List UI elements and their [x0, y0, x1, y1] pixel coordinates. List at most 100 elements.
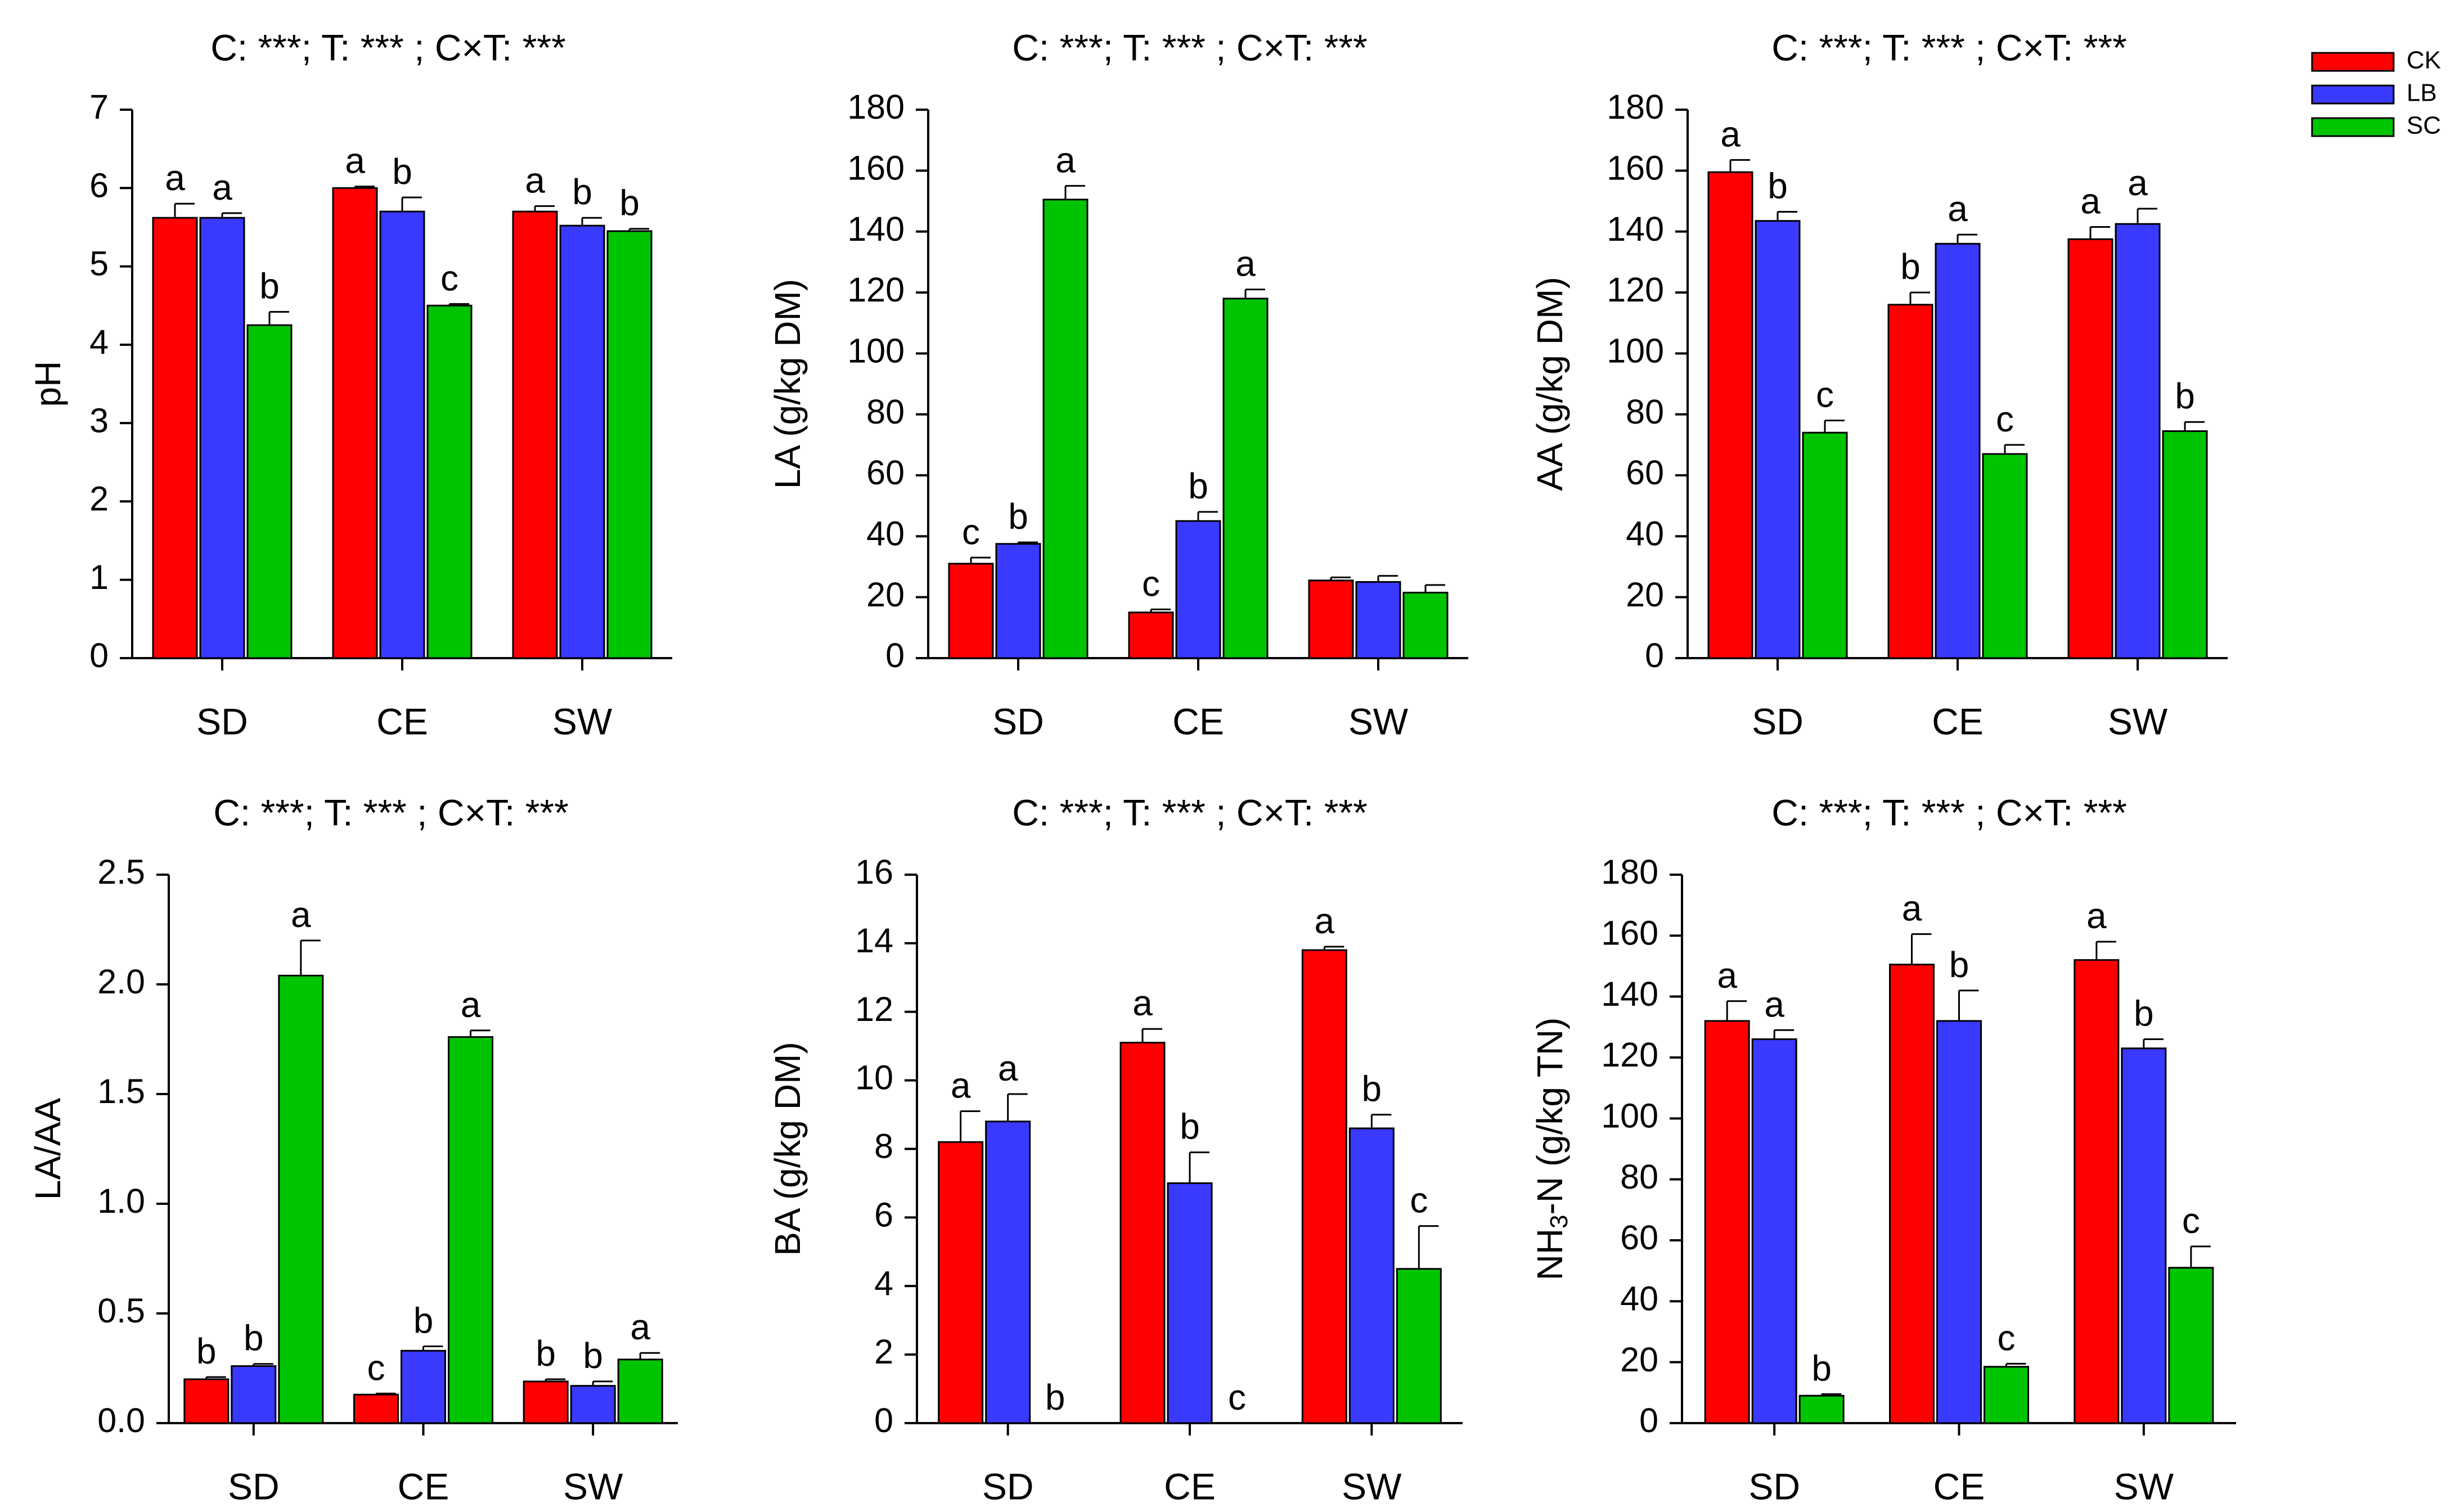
- y-tick-label: 160: [1607, 148, 1664, 187]
- y-tick-label: 2.0: [97, 962, 145, 1001]
- significance-label: a: [2128, 163, 2148, 203]
- y-tick-label: 1.0: [97, 1182, 145, 1220]
- significance-label: b: [1045, 1377, 1065, 1418]
- y-tick-label: 120: [847, 271, 905, 309]
- significance-label: b: [1362, 1069, 1382, 1109]
- bar-lb-sw: [2115, 223, 2161, 659]
- y-tick-label: 40: [866, 514, 905, 552]
- significance-label: a: [2080, 181, 2101, 222]
- y-tick-label: 8: [874, 1127, 893, 1166]
- y-tick-label: 20: [866, 575, 905, 614]
- x-tick-label-sw: SW: [552, 700, 613, 742]
- significance-label: a: [1132, 983, 1153, 1023]
- significance-label: b: [196, 1331, 217, 1371]
- bar-ck-sd: [152, 217, 198, 659]
- significance-label: a: [165, 158, 185, 198]
- y-tick-label: 10: [855, 1059, 893, 1097]
- bar-lb-ce: [401, 1349, 446, 1424]
- bar-lb-ce: [1167, 1182, 1213, 1424]
- y-tick-label: 0: [885, 636, 905, 674]
- y-tick-label: 6: [89, 166, 109, 204]
- significance-label: b: [1949, 944, 1969, 985]
- bar-lb-ce: [1175, 520, 1221, 659]
- y-tick-label: 160: [1601, 914, 1658, 952]
- chart-title: C: ***; T: *** ; C×T: ***: [213, 791, 569, 833]
- y-axis-label-main: NH: [1530, 1228, 1570, 1280]
- bar-ck-sw: [2074, 959, 2120, 1424]
- y-tick-label: 20: [1620, 1340, 1658, 1379]
- significance-label: a: [1235, 244, 1256, 284]
- legend-swatch-lb: [2311, 84, 2395, 105]
- y-tick-label: 4: [89, 323, 109, 361]
- chart-title: C: ***; T: *** ; C×T: ***: [1012, 791, 1368, 833]
- legend-label-ck: CK: [2407, 47, 2441, 74]
- y-axis-label: NH3-N (g/kg TN): [1530, 1018, 1573, 1281]
- y-tick-label: 60: [1626, 453, 1664, 492]
- bar-sc-ce: [426, 304, 473, 659]
- y-tick-label: 7: [89, 88, 109, 126]
- bar-ck-sw: [2067, 238, 2113, 659]
- significance-label: a: [291, 894, 311, 935]
- y-tick-label: 14: [855, 921, 893, 960]
- y-tick-label: 100: [847, 331, 905, 370]
- significance-label: b: [583, 1335, 603, 1376]
- x-tick-label-sw: SW: [2114, 1465, 2174, 1507]
- significance-label: c: [1228, 1377, 1246, 1418]
- x-tick-label-sw: SW: [1348, 700, 1409, 742]
- bar-ck-sd: [948, 562, 994, 659]
- bar-ck-ce: [1887, 304, 1933, 659]
- significance-label: b: [1900, 246, 1921, 287]
- significance-label: c: [962, 511, 980, 552]
- x-tick-label-ce: CE: [376, 700, 428, 742]
- y-tick-label: 12: [855, 990, 893, 1028]
- y-tick-label: 180: [847, 88, 905, 126]
- chart-panel-3: C: ***; T: *** ; C×T: *** 0 20 40 60 80 100 120…: [1530, 26, 2228, 742]
- x-tick-label-sd: SD: [982, 1465, 1034, 1507]
- significance-label: a: [1315, 901, 1335, 941]
- bar-lb-sd: [985, 1120, 1031, 1424]
- significance-label: b: [392, 151, 412, 192]
- significance-label: c: [1142, 563, 1160, 604]
- y-tick-label: 0: [874, 1401, 893, 1439]
- significance-label: b: [244, 1318, 264, 1358]
- chart-title: C: ***; T: *** ; C×T: ***: [210, 26, 566, 68]
- legend-label-sc: SC: [2407, 112, 2441, 140]
- significance-label: a: [461, 984, 481, 1025]
- bar-sc-ce: [1222, 298, 1269, 659]
- bar-lb-sd: [995, 543, 1041, 659]
- y-tick-label: 60: [1620, 1218, 1658, 1257]
- y-tick-label: 120: [1601, 1036, 1658, 1074]
- y-axis-label: BA (g/kg DM): [767, 1042, 808, 1256]
- significance-label: a: [345, 141, 365, 181]
- bar-sc-ce: [1982, 453, 2028, 659]
- x-tick-label-ce: CE: [1932, 700, 1984, 742]
- y-tick-label: 140: [1601, 975, 1658, 1013]
- significance-label: b: [1008, 496, 1028, 537]
- y-tick-label: 20: [1626, 575, 1664, 614]
- y-tick-label: 180: [1607, 88, 1664, 126]
- significance-label: a: [212, 167, 232, 208]
- bar-sc-sw: [617, 1358, 663, 1424]
- bar-ck-ce: [353, 1393, 399, 1424]
- x-tick-label-ce: CE: [1172, 700, 1224, 742]
- bar-sc-ce: [448, 1036, 493, 1424]
- significance-label: b: [2134, 993, 2154, 1034]
- significance-label: b: [259, 266, 280, 306]
- x-tick-label-sw: SW: [2108, 700, 2168, 742]
- bar-sc-sw: [2168, 1267, 2214, 1424]
- y-tick-label: 160: [847, 148, 905, 187]
- significance-label: b: [1811, 1348, 1832, 1389]
- y-tick-label: 3: [89, 401, 109, 439]
- chart-panel-6: C: ***; T: *** ; C×T: *** 0 20 40 60 80 100 120…: [1530, 791, 2236, 1507]
- significance-label: c: [1816, 375, 1834, 415]
- legend-swatch-ck: [2311, 52, 2395, 72]
- significance-label: b: [413, 1300, 434, 1341]
- bar-ck-sd: [1704, 1020, 1750, 1424]
- x-tick-label-sw: SW: [1342, 1465, 1402, 1507]
- y-axis-label-subscript: 3: [1545, 1214, 1573, 1228]
- bar-lb-sd: [199, 217, 245, 659]
- chart-title: C: ***; T: *** ; C×T: ***: [1771, 26, 2127, 68]
- y-tick-label: 0.5: [97, 1292, 145, 1330]
- y-tick-label: 6: [874, 1195, 893, 1234]
- legend: CK LB SC: [2311, 47, 2441, 140]
